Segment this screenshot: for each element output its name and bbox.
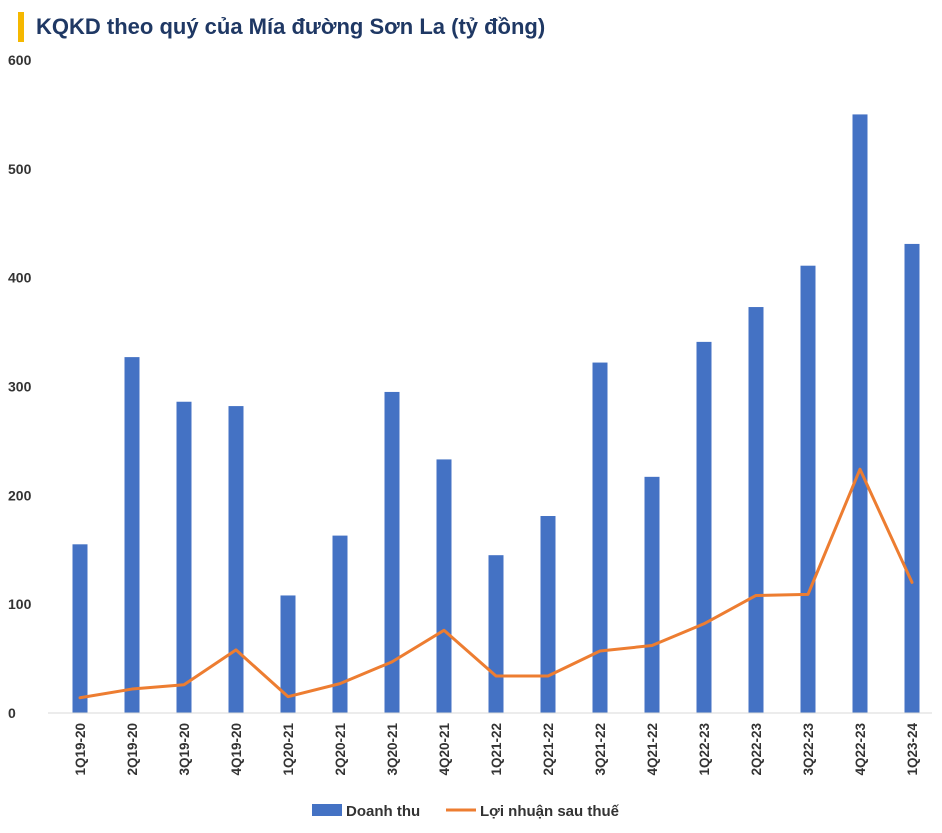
x-tick-label: 2Q19-20: [125, 723, 140, 776]
bar-4Q20-21: [436, 459, 452, 713]
bar-3Q22-23: [800, 265, 816, 713]
bar-4Q19-20: [228, 406, 244, 713]
revenue-bars: [72, 114, 920, 713]
bar-1Q20-21: [280, 595, 296, 713]
bar-2Q22-23: [748, 307, 764, 713]
x-tick-label: 2Q21-22: [541, 723, 556, 776]
bar-1Q23-24: [904, 243, 920, 713]
x-tick-label: 1Q19-20: [73, 723, 88, 776]
bar-2Q20-21: [332, 535, 348, 713]
chart-title: KQKD theo quý của Mía đường Sơn La (tỷ đ…: [36, 14, 546, 39]
x-tick-label: 1Q21-22: [489, 723, 504, 776]
profit-line-series: [78, 467, 914, 700]
x-tick-label: 3Q20-21: [385, 723, 400, 776]
y-tick-label: 600: [8, 52, 32, 68]
bar-4Q21-22: [644, 476, 660, 713]
legend-label-profit: Lợi nhuận sau thuế: [480, 803, 620, 820]
y-tick-label: 100: [8, 596, 32, 612]
bar-2Q21-22: [540, 516, 556, 713]
x-tick-label: 3Q22-23: [801, 723, 816, 776]
bar-3Q19-20: [176, 401, 192, 713]
legend: Doanh thu Lợi nhuận sau thuế: [312, 803, 620, 820]
x-tick-label: 3Q19-20: [177, 723, 192, 776]
x-tick-label: 1Q20-21: [281, 723, 296, 776]
legend-label-revenue: Doanh thu: [346, 803, 420, 820]
bar-4Q22-23: [852, 114, 868, 713]
bar-3Q20-21: [384, 391, 400, 713]
x-tick-label: 4Q19-20: [229, 723, 244, 776]
x-tick-label: 1Q23-24: [905, 723, 920, 776]
y-tick-label: 200: [8, 487, 32, 503]
bar-1Q21-22: [488, 555, 504, 713]
x-tick-label: 1Q22-23: [697, 723, 712, 776]
bar-1Q22-23: [696, 341, 712, 713]
y-tick-label: 500: [8, 161, 32, 177]
y-axis: 0 100 200 300 400 500 600: [8, 52, 32, 721]
x-tick-label: 4Q22-23: [853, 723, 868, 776]
legend-swatch-revenue: [312, 804, 342, 816]
y-tick-label: 400: [8, 270, 32, 286]
x-tick-label: 2Q20-21: [333, 723, 348, 776]
x-tick-label: 2Q22-23: [749, 723, 764, 776]
y-tick-label: 0: [8, 705, 16, 721]
x-tick-label: 4Q21-22: [645, 723, 660, 776]
x-tick-label: 3Q21-22: [593, 723, 608, 776]
x-tick-label: 4Q20-21: [437, 723, 452, 776]
title-accent-bar: [18, 12, 24, 42]
x-axis: 1Q19-20 2Q19-20 3Q19-20 4Q19-20 1Q20-21 2Q20-…: [48, 712, 932, 776]
bar-1Q19-20: [72, 544, 88, 713]
bar-2Q19-20: [124, 357, 140, 713]
bar-3Q21-22: [592, 362, 608, 713]
y-tick-label: 300: [8, 379, 32, 395]
